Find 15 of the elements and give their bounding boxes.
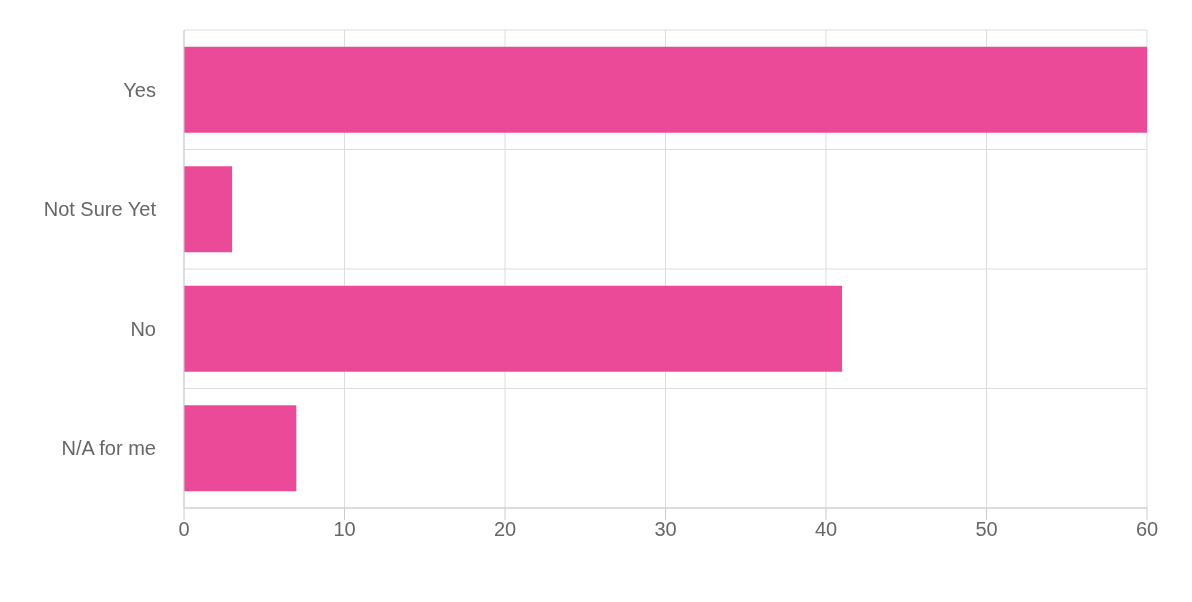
y-tick-label: Not Sure Yet (43, 198, 157, 221)
y-tick-label: Yes (123, 78, 156, 101)
x-tick-label: 20 (493, 518, 517, 541)
y-tick-label: N/A for me (61, 437, 156, 460)
x-tick-label: 40 (814, 518, 838, 541)
x-tick-label: 10 (333, 518, 356, 541)
bar (184, 285, 843, 372)
bar (184, 46, 1147, 133)
x-tick-label: 50 (975, 518, 998, 541)
bar (184, 166, 233, 253)
x-tick-label: 60 (1135, 518, 1159, 541)
bar (184, 405, 297, 492)
x-tick-label: 0 (178, 518, 190, 541)
x-tick-label: 30 (654, 518, 677, 541)
y-tick-label: No (130, 317, 156, 340)
